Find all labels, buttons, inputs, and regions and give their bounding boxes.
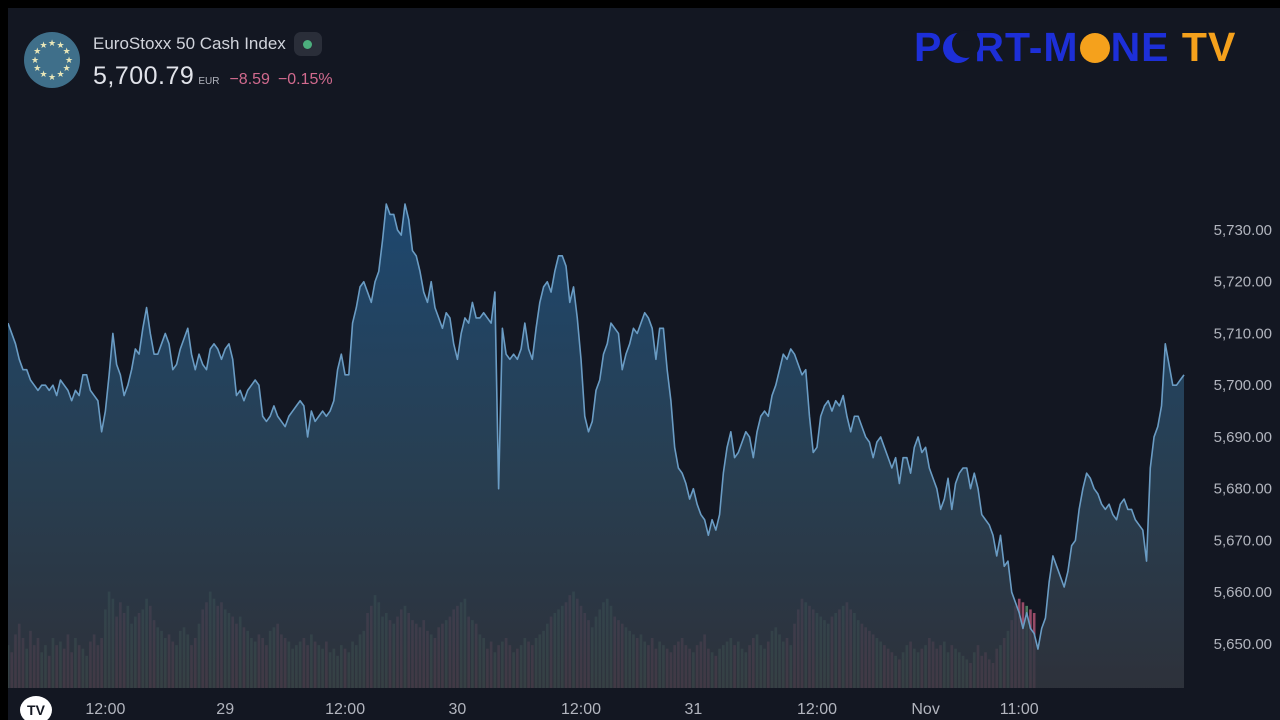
chart-frame: 5,730.00 5,720.00 5,710.00 5,700.00 5,690.00… [8,8,1280,720]
y-tick-label: 5,710.00 [1214,326,1272,343]
flag-star-icon: ★ [33,63,42,73]
x-axis: 12:00 29 12:00 30 12:00 31 12:00 Nov 11:00 [85,701,1038,718]
x-tick-label: Nov [911,701,939,718]
price-change-percent: −0.15% [277,71,333,88]
brand-text-ne: NE [1110,24,1170,70]
flag-star-icon: ★ [56,69,65,80]
x-tick-label: 29 [216,701,234,718]
y-tick-label: 5,690.00 [1214,429,1272,446]
y-tick-label: 5,670.00 [1214,532,1272,549]
y-tick-label: 5,650.00 [1214,636,1272,653]
currency-label: EUR [198,76,220,87]
y-axis: 5,730.00 5,720.00 5,710.00 5,700.00 5,690.00… [1214,222,1272,653]
flag-star-icon: ★ [62,63,71,73]
flag-star-icon: ★ [39,69,48,80]
x-tick-label: 31 [685,701,703,718]
tradingview-logo-icon[interactable]: TV [20,696,52,720]
flag-star-icon: ★ [33,46,42,56]
y-tick-label: 5,730.00 [1214,222,1272,239]
brand-watermark: P RT-M NE TV [914,24,1236,71]
brand-text-rt-m: RT-M [974,24,1079,70]
flag-star-icon: ★ [62,46,71,56]
x-tick-label: 11:00 [1000,701,1039,718]
brand-text-p: P [914,24,943,70]
flag-star-icon: ★ [39,39,48,50]
flag-star-icon: ★ [64,54,74,65]
index-name[interactable]: EuroStoxx 50 Cash Index [93,34,286,53]
crescent-moon-icon [943,30,981,63]
flag-star-icon: ★ [30,54,40,65]
flag-star-icon: ★ [56,39,65,50]
y-tick-label: 5,660.00 [1214,584,1272,601]
eu-flag-icon: ★ ★ ★ ★ ★ ★ ★ ★ ★ ★ ★ ★ [24,32,80,88]
sun-icon [1079,33,1110,63]
x-tick-label: 12:00 [561,701,601,718]
instrument-header: ★ ★ ★ ★ ★ ★ ★ ★ ★ ★ ★ ★ EuroStoxx 50 Cash Index 5,7… [24,32,333,91]
x-tick-label: 30 [449,701,467,718]
price-area [8,204,1184,688]
price-change: −8.59 [229,71,270,88]
x-tick-label: 12:00 [325,701,365,718]
market-open-dot-icon [303,39,313,49]
flag-star-icon: ★ [47,71,57,82]
x-tick-label: 12:00 [85,701,125,718]
last-price: 5,700.79 [93,62,195,90]
price-line [8,203,1185,650]
price-chart[interactable]: 5,730.00 5,720.00 5,710.00 5,700.00 5,690.00… [8,8,1280,720]
y-tick-label: 5,680.00 [1214,481,1272,498]
y-tick-label: 5,720.00 [1214,274,1272,291]
brand-text-tv: TV [1169,24,1237,70]
market-status-badge[interactable] [293,32,322,56]
x-tick-label: 12:00 [797,701,837,718]
flag-star-icon: ★ [47,37,57,48]
y-tick-label: 5,700.00 [1214,377,1272,394]
